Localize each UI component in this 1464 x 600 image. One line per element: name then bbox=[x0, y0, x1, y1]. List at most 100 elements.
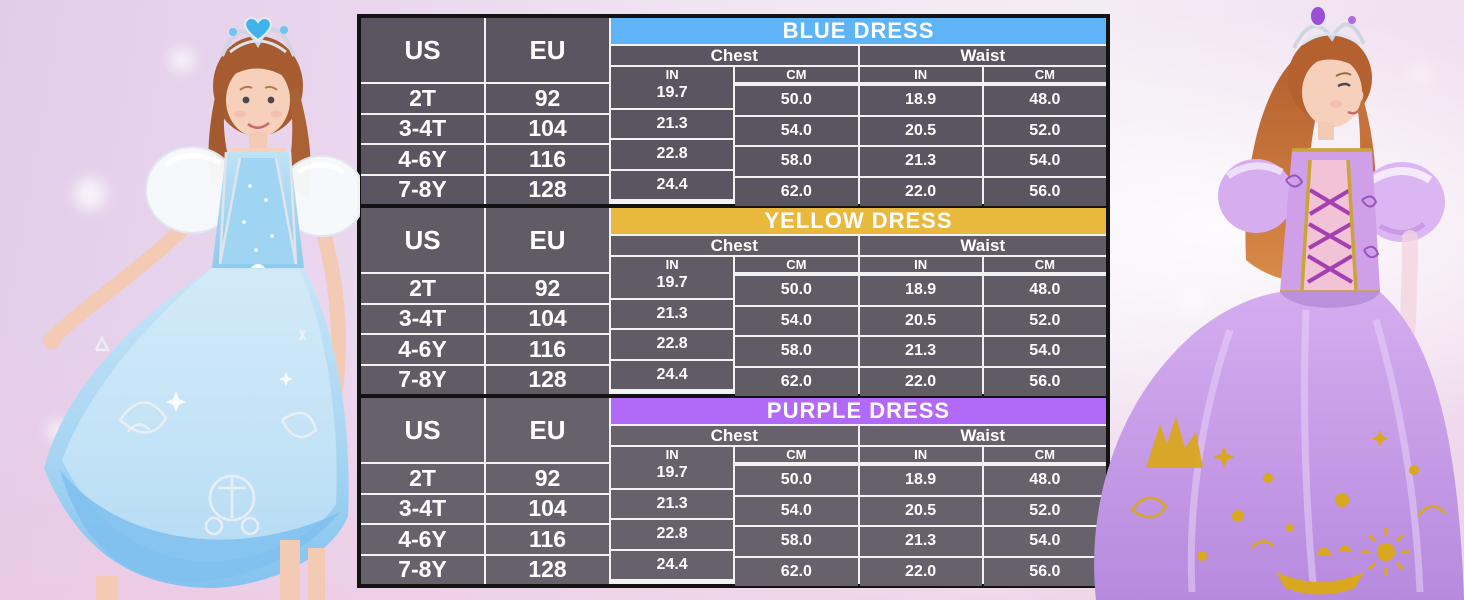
chest-in-cell: 22.8 bbox=[611, 330, 734, 359]
chest-cm-cell: 62.0 bbox=[735, 177, 858, 206]
waist-cm-cell: 56.0 bbox=[983, 367, 1106, 396]
chest-in-cell: 19.7 bbox=[611, 79, 734, 108]
waist-in-unit: IN bbox=[859, 447, 982, 462]
us-header: US bbox=[361, 18, 484, 82]
left-girl-legs bbox=[96, 540, 325, 600]
waist-cm-cell: 52.0 bbox=[983, 116, 1106, 145]
us-size-cell: 3-4T bbox=[361, 494, 484, 523]
chest-in-cell: 22.8 bbox=[611, 520, 734, 549]
waist-in-cell: 18.9 bbox=[859, 466, 982, 495]
size-table-yellow-dress: US EU YELLOW DRESS Chest Waist IN CM IN … bbox=[361, 208, 1106, 396]
waist-cm-cell: 54.0 bbox=[983, 147, 1106, 176]
chest-cm-unit: CM bbox=[735, 447, 858, 462]
silver-swirl-prints bbox=[94, 329, 318, 536]
chest-cm-cell: 54.0 bbox=[735, 116, 858, 145]
chest-in-cell: 22.8 bbox=[611, 140, 734, 169]
bokeh-light bbox=[170, 48, 194, 72]
purple-dress-banner: PURPLE DRESS bbox=[611, 398, 1106, 424]
waist-cm-cell: 48.0 bbox=[983, 86, 1106, 115]
chest-in-unit: IN bbox=[611, 257, 734, 272]
chest-cm-cell: 50.0 bbox=[735, 466, 858, 495]
eu-size-cell: 104 bbox=[486, 304, 609, 333]
waist-in-cell: 20.5 bbox=[859, 116, 982, 145]
us-header: US bbox=[361, 208, 484, 272]
right-girl-skirt bbox=[1094, 292, 1464, 600]
waist-in-cell: 22.0 bbox=[859, 557, 982, 586]
yellow-dress-banner: YELLOW DRESS bbox=[611, 208, 1106, 234]
bokeh-light bbox=[1180, 288, 1206, 314]
eu-size-cell: 128 bbox=[486, 175, 609, 204]
left-girl-puff-sleeves bbox=[145, 146, 360, 237]
eu-size-cell: 104 bbox=[486, 114, 609, 143]
chest-header: Chest bbox=[611, 46, 858, 65]
eu-size-cell: 128 bbox=[486, 555, 609, 584]
chest-cm-cell: 58.0 bbox=[735, 527, 858, 556]
chest-in-cell: 24.4 bbox=[611, 550, 734, 579]
right-girl-puff-sleeves bbox=[1218, 159, 1445, 242]
waist-header: Waist bbox=[859, 426, 1106, 445]
waist-in-cell: 18.9 bbox=[859, 276, 982, 305]
waist-cm-unit: CM bbox=[983, 447, 1106, 462]
us-size-cell: 2T bbox=[361, 464, 484, 493]
waist-cm-unit: CM bbox=[983, 257, 1106, 272]
chest-in-cell: 21.3 bbox=[611, 299, 734, 328]
eu-size-cell: 92 bbox=[486, 84, 609, 113]
us-size-cell: 7-8Y bbox=[361, 175, 484, 204]
waist-cm-cell: 56.0 bbox=[983, 177, 1106, 206]
chest-in-unit: IN bbox=[611, 447, 734, 462]
chest-in-cell: 24.4 bbox=[611, 170, 734, 199]
chest-cm-cell: 58.0 bbox=[735, 147, 858, 176]
left-girl-skirt bbox=[44, 268, 349, 588]
chest-header: Chest bbox=[611, 236, 858, 255]
chest-cm-unit: CM bbox=[735, 257, 858, 272]
bokeh-light bbox=[1412, 64, 1430, 82]
us-size-cell: 3-4T bbox=[361, 304, 484, 333]
waist-header: Waist bbox=[859, 236, 1106, 255]
us-size-cell: 4-6Y bbox=[361, 145, 484, 174]
eu-header: EU bbox=[486, 18, 609, 82]
us-size-cell: 2T bbox=[361, 84, 484, 113]
waist-in-cell: 22.0 bbox=[859, 367, 982, 396]
size-chart-table: US EU BLUE DRESS Chest Waist IN CM IN CM… bbox=[357, 14, 1110, 588]
size-table-blue-dress: US EU BLUE DRESS Chest Waist IN CM IN CM… bbox=[361, 18, 1106, 206]
eu-size-cell: 128 bbox=[486, 365, 609, 394]
chest-in-cell: 21.3 bbox=[611, 109, 734, 138]
waist-in-cell: 21.3 bbox=[859, 337, 982, 366]
waist-in-cell: 20.5 bbox=[859, 496, 982, 525]
right-model-photo bbox=[1094, 5, 1464, 600]
waist-in-cell: 20.5 bbox=[859, 306, 982, 335]
eu-size-cell: 116 bbox=[486, 145, 609, 174]
waist-in-cell: 18.9 bbox=[859, 86, 982, 115]
us-size-cell: 7-8Y bbox=[361, 365, 484, 394]
chest-cm-unit: CM bbox=[735, 67, 858, 82]
chest-header: Chest bbox=[611, 426, 858, 445]
eu-size-cell: 116 bbox=[486, 335, 609, 364]
eu-size-cell: 116 bbox=[486, 525, 609, 554]
eu-header: EU bbox=[486, 398, 609, 462]
chest-in-cell: 21.3 bbox=[611, 489, 734, 518]
waist-cm-cell: 52.0 bbox=[983, 306, 1106, 335]
us-size-cell: 4-6Y bbox=[361, 525, 484, 554]
blue-dress-banner: BLUE DRESS bbox=[611, 18, 1106, 44]
chest-cm-cell: 62.0 bbox=[735, 557, 858, 586]
chest-cm-cell: 54.0 bbox=[735, 496, 858, 525]
us-size-cell: 2T bbox=[361, 274, 484, 303]
left-girl-tiara-icon bbox=[220, 17, 296, 57]
sparkle-stars bbox=[166, 372, 293, 412]
chest-in-cell: 19.7 bbox=[611, 459, 734, 488]
left-girl-bodice bbox=[212, 148, 304, 280]
us-header: US bbox=[361, 398, 484, 462]
chest-cm-cell: 62.0 bbox=[735, 367, 858, 396]
chest-in-unit: IN bbox=[611, 67, 734, 82]
eu-header: EU bbox=[486, 208, 609, 272]
left-girl-hand bbox=[43, 331, 61, 349]
chest-in-cell: 19.7 bbox=[611, 269, 734, 298]
chest-in-cell: 24.4 bbox=[611, 360, 734, 389]
waist-cm-cell: 48.0 bbox=[983, 466, 1106, 495]
right-girl-tiara-icon bbox=[1292, 5, 1366, 49]
waist-cm-cell: 48.0 bbox=[983, 276, 1106, 305]
us-size-cell: 4-6Y bbox=[361, 335, 484, 364]
waist-in-cell: 21.3 bbox=[859, 147, 982, 176]
eu-size-cell: 92 bbox=[486, 464, 609, 493]
